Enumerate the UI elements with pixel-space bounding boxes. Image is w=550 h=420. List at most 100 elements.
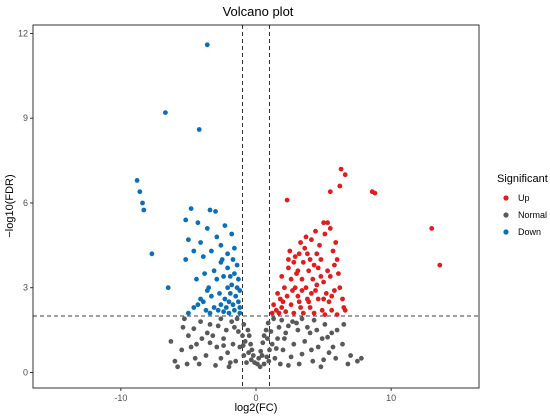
point-up	[313, 288, 318, 293]
point-down	[137, 189, 143, 195]
point-normal	[184, 361, 190, 367]
point-normal	[280, 347, 286, 353]
point-up	[315, 296, 321, 302]
point-normal	[179, 347, 185, 353]
point-normal	[191, 326, 197, 332]
point-down	[188, 206, 194, 212]
point-normal	[175, 364, 181, 370]
point-up	[315, 265, 321, 271]
point-normal	[272, 355, 278, 361]
point-normal	[214, 344, 220, 350]
point-normal	[249, 347, 255, 353]
point-normal	[225, 350, 231, 356]
point-normal	[286, 323, 291, 329]
point-down	[202, 271, 208, 276]
y-tick-label: 9	[23, 113, 28, 123]
y-tick-label: 6	[23, 198, 28, 208]
point-up	[299, 288, 305, 293]
point-up	[291, 259, 297, 265]
point-normal	[221, 343, 227, 348]
point-up	[298, 305, 303, 310]
point-normal	[311, 317, 317, 323]
point-normal	[246, 333, 252, 339]
point-normal	[282, 336, 287, 341]
point-down	[195, 302, 201, 308]
point-down	[207, 207, 213, 213]
point-down	[211, 268, 217, 274]
point-up	[372, 190, 378, 196]
point-up	[307, 305, 313, 310]
point-up	[332, 288, 337, 293]
point-up	[322, 312, 328, 317]
point-normal	[204, 330, 210, 336]
point-normal	[305, 324, 310, 330]
point-up	[333, 240, 339, 245]
point-up	[330, 248, 336, 254]
point-up	[327, 189, 333, 195]
point-up	[319, 307, 325, 313]
point-normal	[218, 355, 224, 361]
point-normal	[250, 353, 256, 358]
x-tick-label: -10	[114, 393, 127, 403]
point-down	[237, 310, 243, 316]
point-normal	[232, 324, 237, 330]
point-normal	[198, 319, 204, 324]
point-up	[275, 291, 280, 296]
point-down	[227, 274, 233, 279]
point-normal	[290, 319, 295, 324]
point-normal	[213, 363, 218, 368]
point-down	[183, 257, 189, 262]
point-up	[326, 299, 332, 305]
y-tick-label: 0	[23, 367, 28, 377]
point-up	[327, 226, 333, 231]
x-axis-title: log2(FC)	[235, 402, 278, 414]
point-down	[204, 288, 210, 293]
point-down	[236, 299, 241, 305]
point-up	[322, 231, 328, 237]
point-down	[140, 200, 145, 206]
legend-label-up: Up	[518, 193, 530, 203]
legend-swatch-up	[503, 195, 509, 201]
point-up	[296, 299, 302, 305]
point-normal	[288, 354, 294, 360]
point-normal	[307, 330, 313, 336]
y-axis-title: −log10(FDR)	[4, 174, 16, 237]
point-normal	[265, 320, 271, 326]
point-up	[321, 296, 326, 302]
point-down	[186, 237, 191, 243]
point-normal	[294, 320, 299, 326]
point-normal	[340, 341, 345, 347]
point-up	[342, 307, 348, 313]
point-down	[183, 217, 189, 223]
legend: Significant Up Normal Down	[497, 173, 548, 237]
point-normal	[273, 346, 279, 351]
point-up	[318, 257, 324, 262]
point-normal	[263, 327, 269, 333]
point-down	[236, 276, 241, 282]
point-up	[284, 293, 290, 299]
point-down	[222, 223, 228, 229]
point-normal	[207, 322, 213, 327]
point-down	[198, 296, 204, 302]
point-down	[237, 305, 243, 310]
point-up	[277, 296, 283, 302]
point-normal	[246, 350, 252, 356]
point-normal	[322, 322, 328, 327]
point-normal	[265, 336, 270, 341]
point-normal	[302, 339, 308, 344]
point-down	[207, 310, 213, 316]
point-normal	[229, 319, 235, 324]
point-normal	[321, 357, 326, 363]
point-up	[286, 257, 291, 262]
point-normal	[241, 322, 247, 327]
point-normal	[279, 317, 285, 323]
threshold-lines	[33, 25, 479, 388]
point-up	[287, 248, 293, 254]
point-down	[232, 245, 237, 251]
point-normal	[271, 316, 276, 322]
point-normal	[180, 324, 186, 330]
point-down	[225, 251, 231, 257]
point-down	[198, 240, 204, 245]
legend-title: Significant	[497, 173, 548, 185]
